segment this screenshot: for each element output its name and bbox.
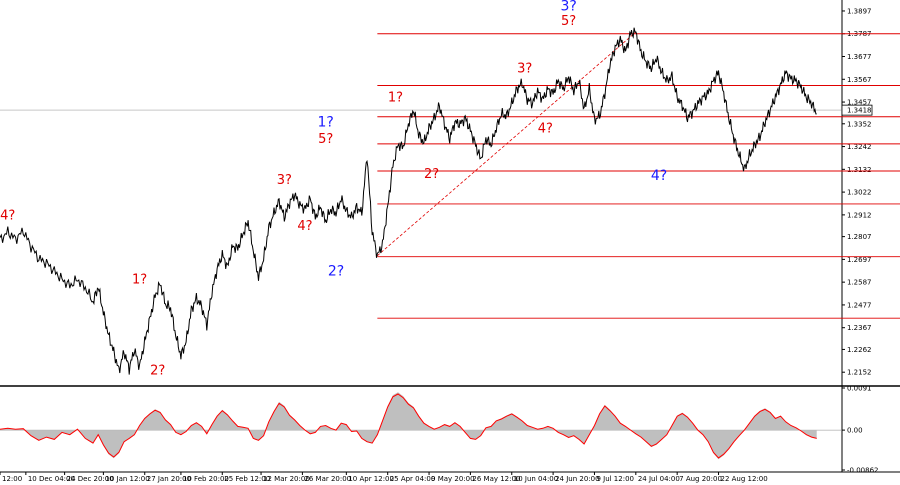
wave-label: 3? — [517, 61, 532, 76]
x-tick-label: 12 Mar 20:00 — [263, 475, 310, 483]
wave-label: 5? — [561, 14, 576, 29]
indicator-tick-label: -0.00862 — [847, 467, 878, 475]
y-tick-label: 1.3352 — [847, 120, 872, 128]
wave-label: 4? — [297, 219, 312, 234]
x-tick-label: 25 Feb 12:00 — [224, 475, 270, 483]
price-series-line — [0, 27, 817, 375]
y-tick-label: 1.3677 — [847, 53, 872, 61]
wave-label: 2? — [424, 167, 439, 182]
price-panel: 1.3897 1.3787 1.3677 1.3567 1.3457 1.3352 1.32… — [0, 0, 900, 472]
indicator-signal-line — [0, 393, 817, 459]
x-tick-label: 9 May 20:00 — [431, 475, 475, 483]
y-tick-label: 1.2477 — [847, 301, 872, 309]
x-tick-label: 26 May 12:00 — [472, 475, 520, 483]
current-price-box — [841, 104, 873, 116]
x-tick-label: 10 Dec 04:00 — [28, 475, 75, 483]
x-tick-label: 10 Jan 12:00 — [105, 475, 149, 483]
x-tick-label: 22 Aug 12:00 — [721, 475, 768, 483]
x-tick-label: 10 Feb 20:00 — [183, 475, 229, 483]
x-tick-label: 24 Dec 20:00 — [67, 475, 114, 483]
y-tick-label: 1.2262 — [847, 346, 872, 354]
wave-label: 3? — [277, 173, 292, 188]
wave-label: 1? — [317, 114, 333, 130]
wave-label: 4? — [0, 208, 15, 223]
x-tick-label: 25 Apr 04:00 — [390, 475, 436, 483]
wave-label: 5? — [318, 132, 333, 147]
y-tick-label: 1.2807 — [847, 233, 872, 241]
y-tick-label: 1.3897 — [847, 7, 872, 15]
y-tick-label: 1.2367 — [847, 324, 872, 332]
wave-label: 1? — [132, 273, 147, 288]
x-tick-label: 10 Apr 12:00 — [348, 475, 394, 483]
y-tick-label: 1.3457 — [847, 99, 872, 107]
indicator-tick-label: 0.00 — [847, 427, 863, 435]
current-price-label: 1.3418 — [847, 107, 872, 115]
x-tick-label: 10 Jun 04:00 — [514, 475, 558, 483]
y-tick-label: 1.2697 — [847, 256, 872, 264]
y-tick-label: 1.2587 — [847, 279, 872, 287]
wave-label: 3? — [560, 0, 576, 14]
wave-label: 2? — [150, 364, 165, 379]
wave-label: 4? — [651, 168, 667, 184]
x-tick-label: 24 Jun 20:00 — [555, 475, 599, 483]
wave-label: 1? — [388, 90, 403, 105]
y-tick-label: 1.2912 — [847, 211, 872, 219]
y-tick-label: 1.3132 — [847, 166, 872, 174]
y-tick-label: 1.3022 — [847, 189, 872, 197]
x-tick-label: 12:00 — [2, 475, 22, 483]
indicator-panel: 0.0091 0.00 -0.00862 — [0, 385, 878, 475]
x-tick-label: 24 Jul 04:00 — [638, 475, 680, 483]
x-tick-label: 27 Jan 20:00 — [147, 475, 191, 483]
x-tick-label: 9 Jul 12:00 — [596, 475, 634, 483]
x-tick-label: 7 Aug 20:00 — [679, 475, 722, 483]
indicator-histogram — [0, 392, 817, 460]
y-tick-label: 1.3567 — [847, 76, 872, 84]
wave-label: 2? — [328, 263, 344, 279]
x-tick-label: 26 Mar 20:00 — [304, 475, 351, 483]
y-tick-label: 1.3787 — [847, 30, 872, 38]
wave-label: 4? — [538, 121, 553, 136]
y-tick-label: 1.3242 — [847, 143, 872, 151]
trend-line — [377, 31, 637, 256]
y-tick-label: 1.2152 — [847, 369, 872, 377]
indicator-tick-label: 0.0091 — [847, 385, 872, 393]
